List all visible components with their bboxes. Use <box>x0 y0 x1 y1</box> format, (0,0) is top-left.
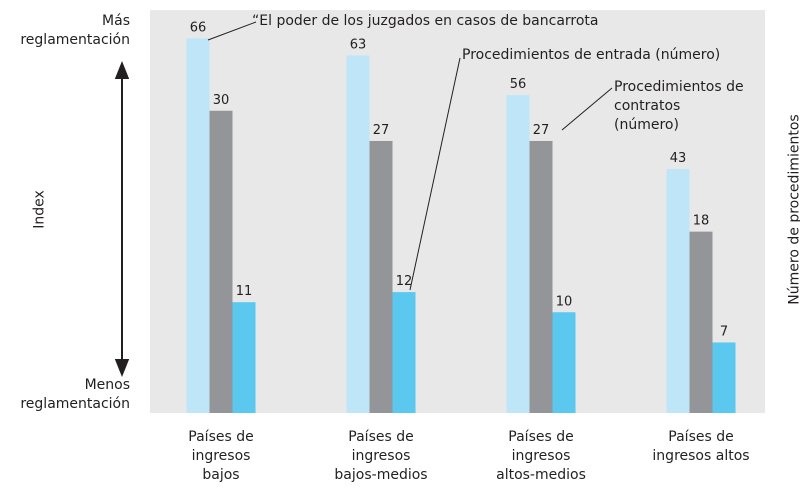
leader-line <box>561 87 613 131</box>
data-label: 43 <box>670 151 687 166</box>
x-tick-label: Países de ingresos bajos-medios <box>334 429 428 483</box>
bar <box>369 140 393 413</box>
y-axis-label: Index <box>31 190 48 229</box>
x-tick-label: Países de ingresos altos-medios <box>496 429 586 483</box>
data-label: 12 <box>396 274 413 289</box>
data-label: 66 <box>190 20 207 35</box>
bar <box>209 110 233 413</box>
data-label: 11 <box>236 284 253 299</box>
bar <box>529 140 553 413</box>
bar <box>186 38 210 414</box>
bar <box>346 55 370 414</box>
series-callout: Procedimientos de entrada (número) <box>462 47 721 63</box>
series-callout: Procedimientos de contratos (número) <box>614 79 744 133</box>
data-label: 63 <box>350 37 367 52</box>
axis-bottom-label: Menos reglamentación <box>20 377 130 412</box>
bar <box>506 95 530 414</box>
bar <box>392 292 416 413</box>
y2-axis-label: Número de procedimientos <box>786 114 800 305</box>
bar <box>666 168 690 413</box>
leader-line <box>207 21 257 41</box>
data-label: 18 <box>693 214 710 229</box>
bar <box>552 312 576 413</box>
series-callout: “El poder de los juzgados en casos de ba… <box>252 13 599 29</box>
data-label: 27 <box>373 123 390 138</box>
data-label: 27 <box>533 123 550 138</box>
bar <box>712 342 736 413</box>
x-tick-label: Países de ingresos bajos <box>188 429 254 483</box>
data-label: 7 <box>720 324 728 339</box>
leader-line <box>409 57 461 291</box>
bar <box>689 231 713 413</box>
data-label: 10 <box>556 294 573 309</box>
data-label: 30 <box>213 93 230 108</box>
bar <box>232 302 256 413</box>
data-label: 56 <box>510 77 527 92</box>
axis-top-label: Más reglamentación <box>20 13 130 48</box>
x-tick-label: Países de ingresos altos <box>652 429 750 464</box>
